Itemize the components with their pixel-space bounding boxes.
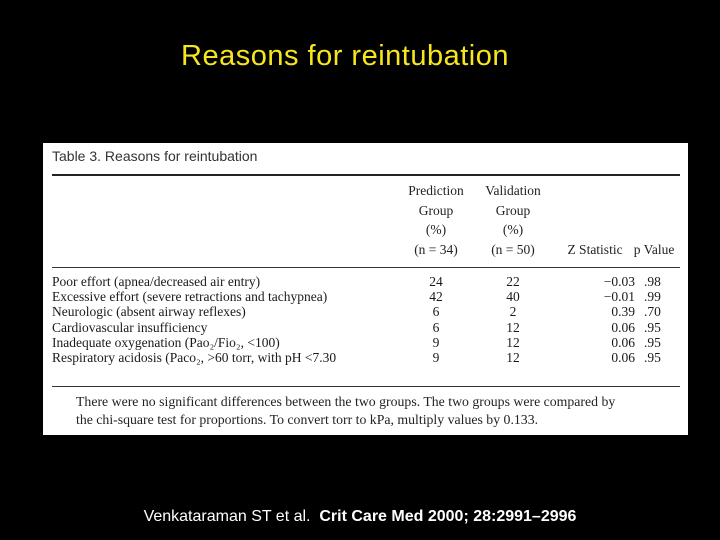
cell-reason: Excessive effort (severe retractions and… (52, 289, 328, 305)
citation: Venkataraman ST et al. Crit Care Med 200… (0, 508, 720, 526)
cell-validation: 40 (506, 289, 520, 305)
cell-p-value: .95 (644, 334, 661, 350)
table-row: Neurologic (absent airway reflexes) 6 2 … (43, 304, 688, 319)
header-z-statistic-label: Z Statistic (567, 241, 623, 257)
cell-reason: Neurologic (absent airway reflexes) (52, 304, 246, 320)
cell-validation: 22 (506, 274, 520, 289)
table-row: Poor effort (apnea/decreased air entry) … (43, 274, 688, 289)
cell-validation: 12 (506, 334, 520, 350)
header-validation-line: (n = 50) (491, 241, 535, 257)
cell-z-statistic: −0.03 (603, 274, 635, 289)
table-row: Excessive effort (severe retractions and… (43, 289, 688, 304)
header-p-value: p Value (626, 240, 682, 260)
citation-source: Crit Care Med 2000; 28:2991–2996 (319, 508, 577, 525)
cell-prediction: 9 (432, 334, 440, 350)
table-bottom-rule (52, 386, 680, 387)
header-validation-group: Validation Group (%) (n = 50) (475, 181, 551, 259)
citation-authors: Venkataraman ST et al. (143, 508, 311, 525)
table-figure: Table 3. Reasons for reintubation Predic… (43, 143, 688, 435)
table-header-rule (52, 267, 680, 268)
header-validation-line: (%) (502, 222, 524, 237)
header-prediction-line: (n = 34) (414, 241, 458, 257)
header-z-statistic: Z Statistic (551, 240, 639, 260)
table-row: Inadequate oxygenation (Pao₂/Fio₂, <100)… (43, 335, 688, 350)
slide-title: Reasons for reintubation (181, 40, 509, 72)
table-footnote: There were no significant differences be… (76, 393, 686, 429)
cell-prediction: 24 (429, 274, 443, 289)
header-prediction-line: Prediction (408, 183, 464, 198)
cell-reason: Cardiovascular insufficiency (52, 319, 208, 335)
table-top-rule (52, 174, 680, 176)
header-p-value-label: p Value (633, 241, 675, 257)
header-prediction-line: Group (418, 202, 454, 218)
cell-prediction: 6 (432, 319, 440, 335)
table-row: Cardiovascular insufficiency 6 12 0.06 .… (43, 320, 688, 335)
cell-validation: 12 (506, 349, 520, 365)
cell-prediction: 6 (432, 304, 440, 320)
cell-p-value: .98 (644, 274, 661, 289)
cell-validation: 2 (509, 304, 517, 320)
table-caption: Table 3. Reasons for reintubation (52, 148, 258, 164)
cell-p-value: .95 (644, 319, 661, 335)
cell-reason: Poor effort (apnea/decreased air entry) (52, 274, 261, 289)
cell-z-statistic: 0.06 (611, 349, 635, 365)
cell-z-statistic: 0.06 (611, 319, 635, 335)
cell-prediction: 42 (429, 289, 443, 305)
footnote-line: the chi-square test for proportions. To … (76, 412, 539, 427)
cell-p-value: .95 (644, 349, 661, 365)
table-body: Poor effort (apnea/decreased air entry) … (43, 274, 688, 365)
cell-prediction: 9 (432, 349, 440, 365)
table-row: Respiratory acidosis (Paco₂, >60 torr, w… (43, 350, 688, 365)
cell-reason: Respiratory acidosis (Paco₂, >60 torr, w… (52, 349, 337, 365)
cell-z-statistic: 0.06 (611, 334, 635, 350)
cell-validation: 12 (506, 319, 520, 335)
header-prediction-group: Prediction Group (%) (n = 34) (398, 181, 474, 259)
cell-z-statistic: −0.01 (603, 289, 635, 305)
footnote-line: There were no significant differences be… (76, 394, 616, 409)
header-validation-line: Group (495, 202, 531, 218)
cell-reason: Inadequate oxygenation (Pao₂/Fio₂, <100) (52, 334, 280, 350)
header-prediction-line: (%) (425, 222, 447, 237)
header-validation-line: Validation (485, 183, 541, 198)
cell-p-value: .99 (644, 289, 661, 305)
cell-z-statistic: 0.39 (611, 304, 635, 320)
cell-p-value: .70 (644, 304, 661, 320)
